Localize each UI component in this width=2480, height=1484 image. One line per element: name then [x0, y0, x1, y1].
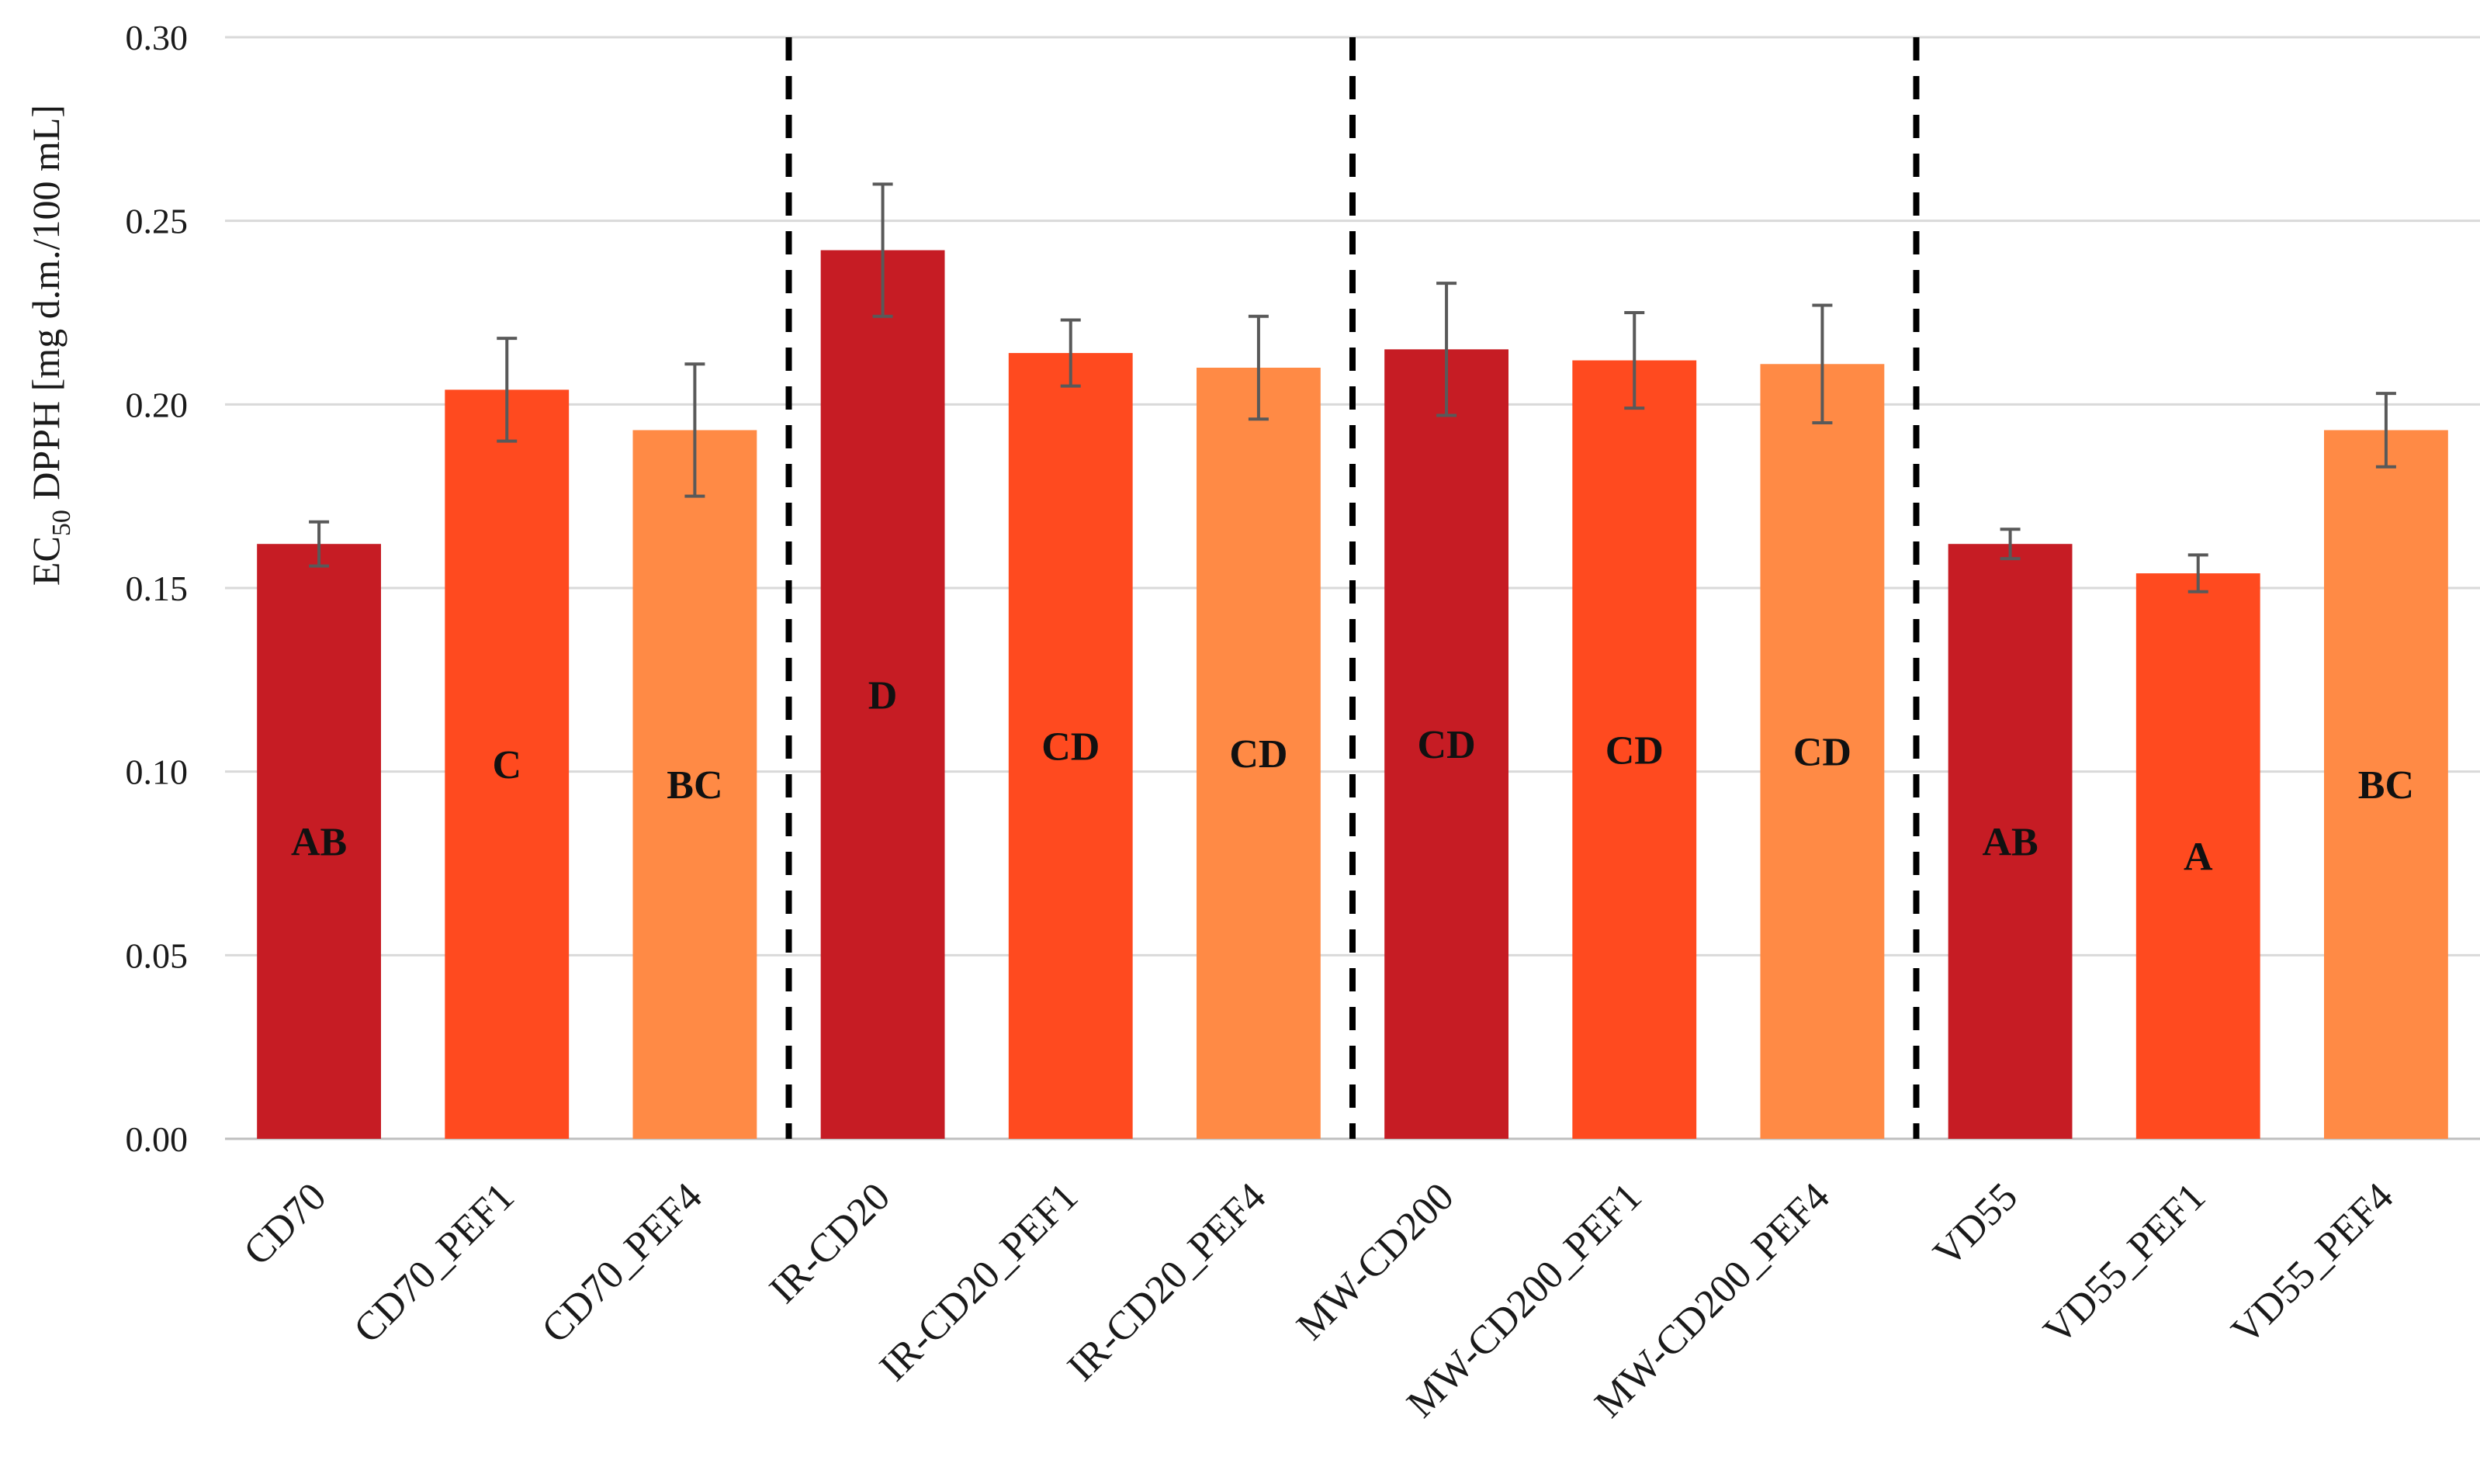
error-bar	[497, 337, 518, 443]
bar-mw-cd200-pef1	[1572, 360, 1697, 1139]
error-bar	[309, 520, 330, 568]
significance-label: BC	[2358, 763, 2414, 808]
x-tick-label: IR-CD20	[761, 1174, 899, 1312]
bar-mw-cd200-pef4	[1760, 364, 1885, 1139]
bar-cd70-pef1	[445, 389, 570, 1139]
x-tick-labels: CD70 CD70_PEF1 CD70_PEF4 IR-CD20IR-CD20_PEF…	[235, 1174, 2402, 1426]
bar-vd55	[1948, 544, 2073, 1139]
y-axis-title: EC50 DPPH [mg d.m./100 mL]	[24, 105, 76, 586]
error-bar	[872, 182, 893, 318]
significance-label: CD	[1041, 725, 1100, 770]
y-tick-label: 0.10	[126, 752, 189, 792]
significance-label: AB	[1982, 821, 2038, 865]
significance-label: C	[492, 743, 521, 787]
x-tick-label: VD55_PEF4	[2223, 1174, 2402, 1353]
significance-label: AB	[291, 821, 347, 865]
bar-cd70-pef4	[632, 430, 757, 1139]
significance-label: CD	[1793, 731, 1851, 775]
error-bar	[1248, 314, 1269, 421]
x-tick-label: MW-CD200	[1288, 1174, 1462, 1348]
y-tick-label: 0.30	[126, 18, 189, 57]
significance-label: CD	[1229, 732, 1287, 777]
y-tick-label: 0.20	[126, 385, 189, 424]
x-tick-label: VD55_PEF1	[2035, 1174, 2214, 1353]
error-bar	[2375, 392, 2396, 469]
error-bar	[1624, 311, 1645, 410]
x-tick-label: CD70_PEF4	[534, 1174, 711, 1351]
x-tick-label: IR-CD20_PEF1	[871, 1174, 1086, 1389]
bar-ir-cd20	[820, 250, 945, 1139]
bar-mw-cd200	[1384, 349, 1508, 1139]
significance-label: CD	[1605, 728, 1664, 773]
significance-label: BC	[667, 763, 722, 808]
error-bar	[1436, 282, 1457, 417]
x-tick-label: IR-CD20_PEF4	[1059, 1174, 1274, 1389]
error-bar	[2000, 528, 2021, 561]
bar-ir-cd20-pef1	[1008, 353, 1133, 1140]
bar-vd55-pef4	[2324, 430, 2448, 1139]
y-tick-label: 0.05	[126, 936, 189, 975]
group-dividers	[785, 37, 1920, 1139]
y-tick-labels: 0.00 0.05 0.10 0.15 0.20 0.25 0.30	[126, 18, 189, 1159]
significance-label: D	[868, 673, 898, 718]
significance-label: CD	[1418, 723, 1476, 767]
bars	[257, 250, 2448, 1140]
error-bar	[684, 362, 705, 498]
bar-ir-cd20-pef4	[1197, 368, 1321, 1139]
x-tick-label: VD55	[1925, 1174, 2026, 1275]
error-bars	[309, 182, 2396, 593]
y-tick-label: 0.25	[126, 202, 189, 241]
y-tick-label: 0.00	[126, 1119, 189, 1159]
x-tick-label: CD70_PEF1	[345, 1174, 522, 1351]
x-tick-label: CD70	[235, 1174, 334, 1274]
error-bar	[2187, 553, 2208, 593]
error-bar	[1812, 303, 1833, 424]
bar-vd55-pef1	[2135, 573, 2260, 1139]
y-tick-label: 0.15	[126, 569, 189, 608]
significance-label: A	[2184, 835, 2213, 880]
error-bar	[1060, 318, 1081, 388]
bar-cd70	[257, 544, 381, 1139]
